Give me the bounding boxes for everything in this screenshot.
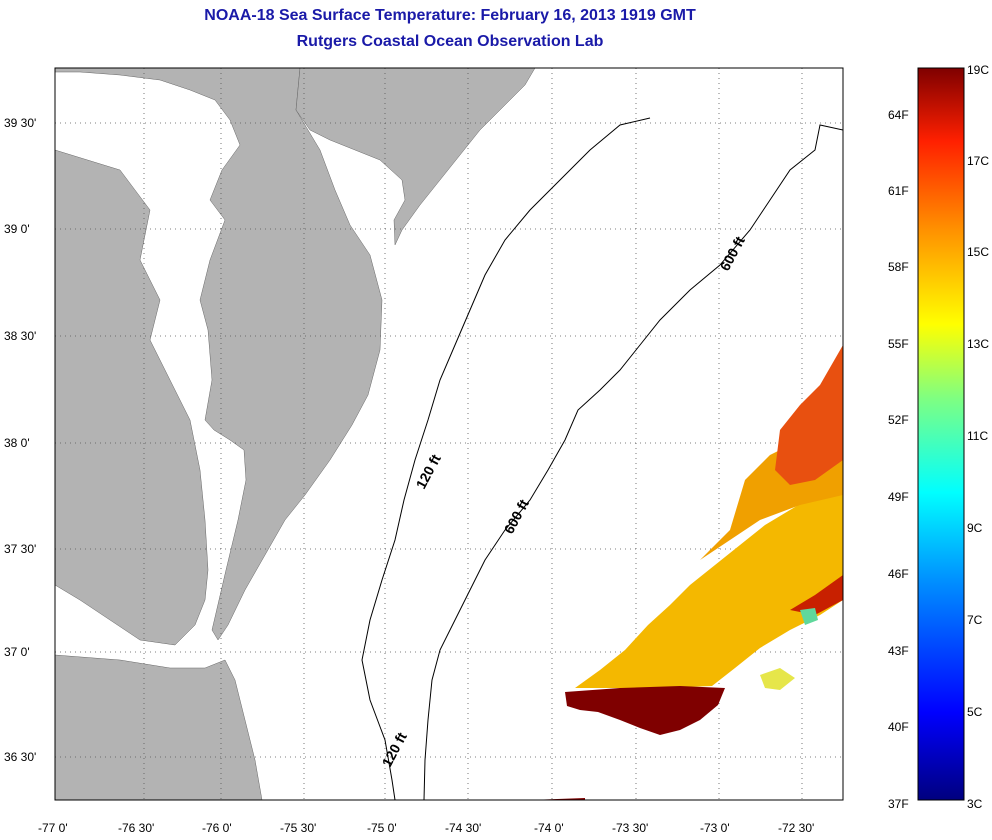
- latitude-labels: 39 30' 39 0' 38 30' 38 0' 37 30' 37 0' 3…: [4, 116, 36, 764]
- lon-label: -74 0': [534, 821, 564, 835]
- lon-label: -74 30': [445, 821, 481, 835]
- colorbar-label-c: 9C: [967, 521, 983, 535]
- colorbar-label-f: 40F: [888, 720, 909, 734]
- lat-label: 38 30': [4, 329, 36, 343]
- colorbar-celsius-labels: 19C 17C 15C 13C 11C 9C 7C 5C 3C: [967, 63, 989, 811]
- colorbar-label-f: 58F: [888, 260, 909, 274]
- lon-label: -73 0': [700, 821, 730, 835]
- colorbar-label-c: 11C: [967, 429, 988, 443]
- colorbar-fahrenheit-labels: 64F 61F 58F 55F 52F 49F 46F 43F 40F 37F: [888, 108, 909, 811]
- colorbar: [917, 67, 965, 801]
- land-mass-south: [55, 654, 263, 800]
- map-subtitle: Rutgers Coastal Ocean Observation Lab: [296, 33, 604, 50]
- lon-label: -73 30': [612, 821, 648, 835]
- land-mass-delmarva: [55, 68, 383, 641]
- map-border: [54, 67, 844, 801]
- lon-label: -76 30': [118, 821, 154, 835]
- land-mass-new-jersey: [295, 68, 536, 246]
- lon-label: -77 0': [38, 821, 68, 835]
- lon-label: -75 30': [280, 821, 316, 835]
- land-mass-western-shore: [55, 149, 209, 646]
- sst-data: [530, 345, 843, 800]
- lat-label: 38 0': [4, 436, 30, 450]
- colorbar-label-c: 15C: [967, 245, 989, 259]
- lat-label: 39 0': [4, 222, 30, 236]
- lat-label: 37 0': [4, 645, 30, 659]
- colorbar-label-c: 7C: [967, 613, 983, 627]
- isobaths: [361, 117, 843, 800]
- colorbar-label-f: 52F: [888, 413, 909, 427]
- lat-label: 37 30': [4, 542, 36, 556]
- colorbar-label-c: 17C: [967, 154, 989, 168]
- colorbar-label-c: 13C: [967, 337, 989, 351]
- longitude-labels: -77 0' -76 30' -76 0' -75 30' -75 0' -74…: [38, 821, 814, 835]
- colorbar-label-c: 3C: [967, 797, 983, 811]
- colorbar-label-f: 49F: [888, 490, 909, 504]
- lon-label: -72 30': [778, 821, 814, 835]
- lon-label: -76 0': [202, 821, 232, 835]
- colorbar-label-f: 37F: [888, 797, 909, 811]
- colorbar-label-f: 64F: [888, 108, 909, 122]
- colorbar-label-f: 61F: [888, 184, 909, 198]
- colorbar-label-f: 55F: [888, 337, 909, 351]
- lat-label: 39 30': [4, 116, 36, 130]
- colorbar-label-f: 43F: [888, 644, 909, 658]
- lon-label: -75 0': [367, 821, 397, 835]
- colorbar-label-c: 19C: [967, 63, 989, 77]
- colorbar-label-c: 5C: [967, 705, 983, 719]
- lat-label: 36 30': [4, 750, 36, 764]
- map-title: NOAA-18 Sea Surface Temperature: Februar…: [204, 7, 696, 24]
- colorbar-label-f: 46F: [888, 567, 909, 581]
